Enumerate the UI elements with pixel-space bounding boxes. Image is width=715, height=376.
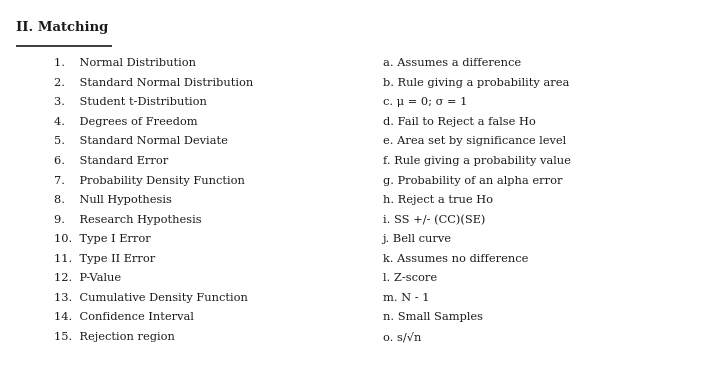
Text: 11.  Type II Error: 11. Type II Error xyxy=(54,254,155,264)
Text: m. N - 1: m. N - 1 xyxy=(383,293,429,303)
Text: 15.  Rejection region: 15. Rejection region xyxy=(54,332,174,342)
Text: 3.    Student t-Distribution: 3. Student t-Distribution xyxy=(54,97,207,108)
Text: a. Assumes a difference: a. Assumes a difference xyxy=(383,58,521,68)
Text: 4.    Degrees of Freedom: 4. Degrees of Freedom xyxy=(54,117,197,127)
Text: 6.    Standard Error: 6. Standard Error xyxy=(54,156,168,166)
Text: l. Z-score: l. Z-score xyxy=(383,273,437,284)
Text: 2.    Standard Normal Distribution: 2. Standard Normal Distribution xyxy=(54,78,253,88)
Text: 1.    Normal Distribution: 1. Normal Distribution xyxy=(54,58,196,68)
Text: 13.  Cumulative Density Function: 13. Cumulative Density Function xyxy=(54,293,247,303)
Text: f. Rule giving a probability value: f. Rule giving a probability value xyxy=(383,156,571,166)
Text: g. Probability of an alpha error: g. Probability of an alpha error xyxy=(383,176,562,186)
Text: II. Matching: II. Matching xyxy=(16,21,108,34)
Text: 10.  Type I Error: 10. Type I Error xyxy=(54,234,150,244)
Text: i. SS +/- (CC)(SE): i. SS +/- (CC)(SE) xyxy=(383,215,485,225)
Text: o. s/√n: o. s/√n xyxy=(383,332,421,343)
Text: k. Assumes no difference: k. Assumes no difference xyxy=(383,254,528,264)
Text: 9.    Research Hypothesis: 9. Research Hypothesis xyxy=(54,215,201,225)
Text: 8.    Null Hypothesis: 8. Null Hypothesis xyxy=(54,195,172,205)
Text: c. μ = 0; σ = 1: c. μ = 0; σ = 1 xyxy=(383,97,467,108)
Text: 14.  Confidence Interval: 14. Confidence Interval xyxy=(54,312,194,323)
Text: 12.  P-Value: 12. P-Value xyxy=(54,273,121,284)
Text: n. Small Samples: n. Small Samples xyxy=(383,312,483,323)
Text: h. Reject a true Ho: h. Reject a true Ho xyxy=(383,195,493,205)
Text: 7.    Probability Density Function: 7. Probability Density Function xyxy=(54,176,245,186)
Text: 5.    Standard Normal Deviate: 5. Standard Normal Deviate xyxy=(54,136,227,147)
Text: b. Rule giving a probability area: b. Rule giving a probability area xyxy=(383,78,569,88)
Text: e. Area set by significance level: e. Area set by significance level xyxy=(383,136,566,147)
Text: j. Bell curve: j. Bell curve xyxy=(383,234,452,244)
Text: d. Fail to Reject a false Ho: d. Fail to Reject a false Ho xyxy=(383,117,536,127)
